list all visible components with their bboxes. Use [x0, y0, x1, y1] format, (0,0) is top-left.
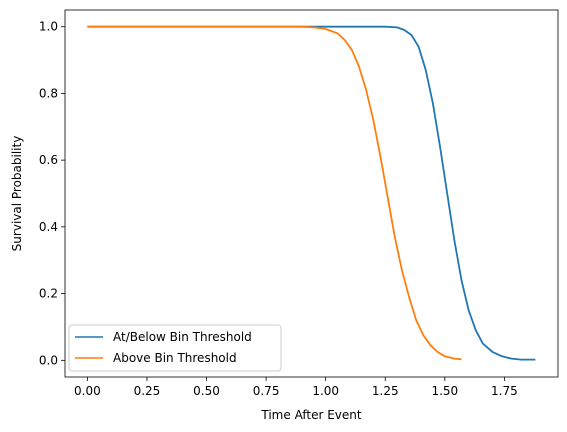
plot-frame: [64, 9, 559, 378]
x-tick-label: 0.50: [193, 384, 220, 398]
x-tick-label: 1.75: [491, 384, 518, 398]
legend-box: [68, 324, 282, 372]
y-tick-label: 0.8: [39, 86, 58, 100]
legend: At/Below Bin Threshold Above Bin Thresho…: [68, 324, 282, 372]
x-axis: 0.00 0.25 0.50 0.75 1.00 1.25 1.50 1.75: [74, 377, 518, 398]
x-tick-label: 0.00: [74, 384, 101, 398]
x-tick-label: 1.25: [372, 384, 399, 398]
series-line-1: [87, 25, 462, 361]
x-tick-label: 1.50: [431, 384, 458, 398]
x-tick-label: 0.25: [134, 384, 161, 398]
y-tick-label: 0.0: [39, 353, 58, 367]
y-tick-label: 1.0: [39, 20, 58, 34]
legend-label-above: Above Bin Threshold: [113, 351, 237, 365]
y-axis: 0.0 0.2 0.4 0.6 0.8 1.0: [39, 20, 65, 367]
y-axis-title: Survival Probability: [10, 136, 24, 252]
legend-label-at-below: At/Below Bin Threshold: [113, 330, 252, 344]
y-tick-label: 0.4: [39, 220, 58, 234]
y-tick-label: 0.2: [39, 287, 58, 301]
plot-lines: [87, 25, 536, 361]
x-tick-label: 1.00: [312, 384, 339, 398]
x-axis-title: Time After Event: [260, 408, 361, 422]
x-tick-label: 0.75: [253, 384, 280, 398]
y-tick-label: 0.6: [39, 153, 58, 167]
series-line-0: [87, 25, 536, 361]
